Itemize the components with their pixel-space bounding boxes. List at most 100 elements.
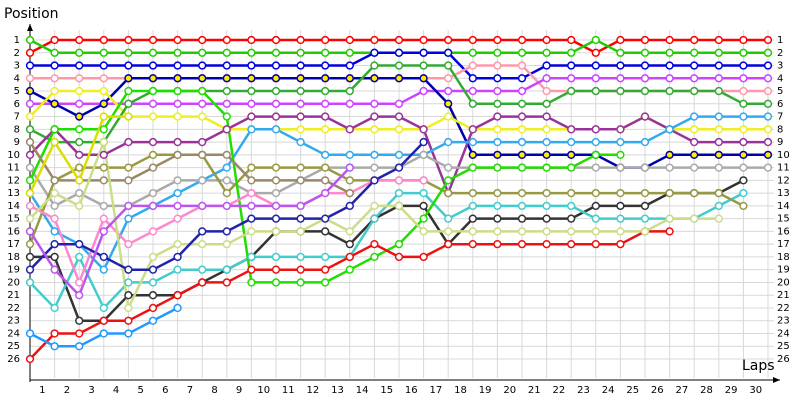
marker [222, 99, 231, 108]
marker [25, 214, 35, 223]
marker [567, 150, 576, 159]
x-tick-label: 14 [356, 385, 369, 396]
marker [75, 316, 84, 325]
marker [665, 163, 674, 172]
marker [419, 227, 428, 236]
y-tick-label-right: 17 [777, 239, 790, 250]
marker [542, 48, 551, 57]
marker [50, 252, 59, 262]
marker [247, 61, 256, 70]
marker [763, 99, 773, 108]
marker [542, 240, 551, 249]
marker [739, 176, 748, 185]
marker [148, 188, 158, 198]
marker [50, 125, 59, 134]
y-tick-label-right: 13 [777, 188, 790, 199]
marker [542, 227, 551, 236]
y-tick-label: 22 [7, 303, 20, 314]
marker [444, 163, 453, 172]
marker [665, 35, 674, 45]
x-tick-label: 17 [430, 385, 443, 396]
marker [99, 112, 108, 121]
marker [50, 227, 59, 236]
marker [690, 188, 699, 198]
x-tick-label: 12 [307, 385, 320, 396]
marker [25, 48, 35, 57]
marker [25, 112, 35, 121]
marker [124, 163, 133, 172]
marker [75, 137, 84, 147]
marker [493, 125, 502, 134]
marker [25, 35, 35, 45]
marker [468, 214, 477, 223]
marker [616, 163, 625, 172]
marker [591, 86, 600, 96]
y-tick-label: 10 [7, 150, 20, 161]
marker [75, 188, 84, 198]
marker [493, 188, 502, 198]
marker [591, 74, 600, 83]
x-tick-label: 22 [553, 385, 566, 396]
marker [75, 176, 84, 185]
marker [148, 35, 158, 45]
marker [567, 188, 576, 198]
y-tick-label-right: 24 [777, 328, 790, 339]
marker [690, 48, 699, 57]
marker [198, 86, 207, 96]
marker [173, 35, 182, 45]
marker [640, 227, 650, 236]
marker [616, 74, 625, 83]
marker [99, 61, 108, 70]
y-tick-label-right: 5 [777, 86, 783, 97]
x-tick-label: 15 [380, 385, 393, 396]
y-tick-label-right: 10 [777, 150, 790, 161]
marker [739, 112, 748, 121]
marker [542, 61, 551, 70]
marker [616, 240, 625, 249]
marker [419, 201, 428, 211]
marker [567, 137, 576, 147]
marker [444, 214, 453, 223]
marker [468, 201, 477, 211]
marker [75, 252, 84, 262]
marker [271, 188, 281, 198]
marker [444, 86, 453, 96]
marker [591, 188, 600, 198]
marker [542, 214, 551, 223]
marker [567, 48, 576, 57]
marker [124, 291, 133, 300]
marker [75, 74, 84, 83]
marker [148, 112, 158, 121]
marker [714, 150, 723, 159]
marker [296, 278, 305, 287]
marker [99, 137, 108, 147]
marker [444, 48, 453, 57]
marker [714, 61, 723, 70]
marker [198, 150, 207, 159]
marker [75, 48, 84, 57]
marker [665, 188, 674, 198]
y-tick-label: 23 [7, 316, 20, 327]
marker [50, 214, 59, 223]
marker [296, 112, 305, 121]
marker [321, 227, 330, 236]
marker [173, 150, 182, 159]
marker [124, 214, 133, 223]
marker [444, 188, 453, 198]
marker [25, 137, 35, 147]
marker [124, 99, 133, 108]
marker [763, 112, 773, 121]
marker [25, 150, 35, 159]
marker [148, 61, 158, 70]
marker [370, 99, 379, 108]
x-tick-label: 3 [88, 385, 94, 396]
marker [99, 99, 108, 108]
marker [198, 74, 207, 83]
marker [567, 74, 576, 83]
marker [148, 99, 158, 108]
marker [714, 188, 723, 198]
marker [173, 99, 182, 108]
marker [419, 252, 428, 262]
marker [345, 48, 354, 57]
marker [640, 112, 650, 121]
